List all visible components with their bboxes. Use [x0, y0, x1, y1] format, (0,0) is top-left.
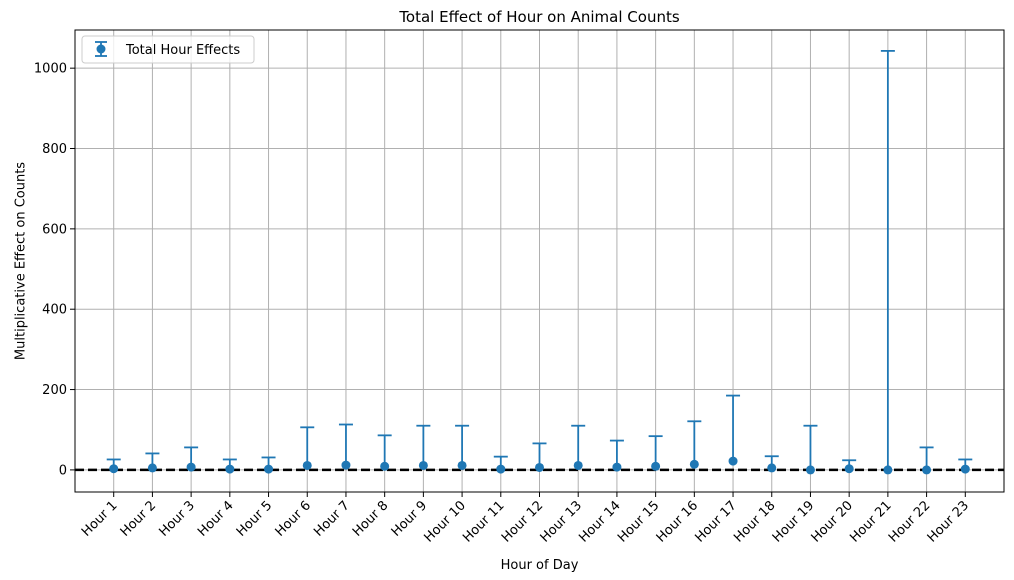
- data-point: [341, 460, 351, 470]
- legend-marker: [95, 41, 107, 57]
- data-point: [535, 462, 544, 472]
- legend-label: Total Hour Effects: [125, 43, 240, 58]
- x-tick-label: Hour 14: [576, 498, 623, 545]
- data-point: [418, 460, 428, 470]
- x-tick-label: Hour 2: [118, 498, 160, 540]
- data-point: [573, 460, 583, 470]
- data-point: [651, 461, 661, 471]
- y-tick-label: 400: [42, 303, 67, 318]
- data-point: [109, 464, 119, 474]
- grid: [75, 30, 1004, 492]
- data-point: [728, 456, 738, 466]
- x-tick-label: Hour 12: [499, 498, 546, 545]
- y-tick-label: 0: [59, 463, 67, 478]
- data-point: [805, 465, 815, 475]
- data-point: [922, 465, 932, 475]
- x-tick-label: Hour 22: [886, 498, 933, 545]
- x-tick-label: Hour 1: [79, 498, 121, 540]
- series-layer: [106, 49, 973, 475]
- data-point: [225, 464, 235, 474]
- x-tick-label: Hour 21: [847, 498, 894, 545]
- x-tick-label: Hour 13: [538, 498, 585, 545]
- x-tick-label: Hour 6: [273, 498, 315, 540]
- x-tick-label: Hour 11: [460, 498, 507, 545]
- y-tick-label: 600: [42, 222, 67, 237]
- x-tick-label: Hour 15: [615, 498, 662, 545]
- data-point: [844, 464, 854, 474]
- x-tick-label: Hour 5: [234, 498, 276, 540]
- y-axis: 0 200 400 600 800 1000: [34, 62, 75, 478]
- x-tick-label: Hour 8: [350, 498, 392, 540]
- chart-title: Total Effect of Hour on Animal Counts: [398, 8, 680, 26]
- data-point: [186, 462, 196, 472]
- data-point: [767, 463, 777, 473]
- data-point: [302, 460, 312, 470]
- data-point: [960, 464, 970, 474]
- legend: Total Hour Effects: [81, 35, 255, 64]
- data-point: [147, 463, 157, 473]
- y-tick-label: 200: [42, 383, 67, 398]
- x-tick-label: Hour 18: [731, 498, 778, 545]
- y-tick-label: 800: [42, 142, 67, 157]
- x-axis-label: Hour of Day: [501, 558, 579, 573]
- data-point: [457, 460, 467, 470]
- y-axis-label: Multiplicative Effect on Counts: [14, 162, 29, 360]
- x-tick-label: Hour 20: [809, 498, 856, 545]
- x-tick-label: Hour 10: [422, 498, 469, 545]
- x-tick-label: Hour 7: [311, 498, 353, 540]
- x-tick-label: Hour 19: [770, 498, 817, 545]
- x-tick-label: Hour 23: [925, 498, 972, 545]
- x-tick-label: Hour 4: [195, 498, 237, 540]
- data-point: [883, 465, 893, 475]
- legend-box: [81, 35, 255, 64]
- x-tick-label: Hour 3: [156, 498, 198, 540]
- legend-point: [96, 44, 106, 54]
- y-tick-label: 1000: [34, 62, 67, 77]
- x-tick-label: Hour 17: [692, 498, 739, 545]
- data-point: [496, 464, 506, 474]
- data-point: [689, 459, 699, 469]
- data-point: [380, 461, 390, 471]
- data-point: [612, 462, 622, 472]
- x-tick-label: Hour 16: [654, 498, 701, 545]
- data-point: [264, 464, 274, 474]
